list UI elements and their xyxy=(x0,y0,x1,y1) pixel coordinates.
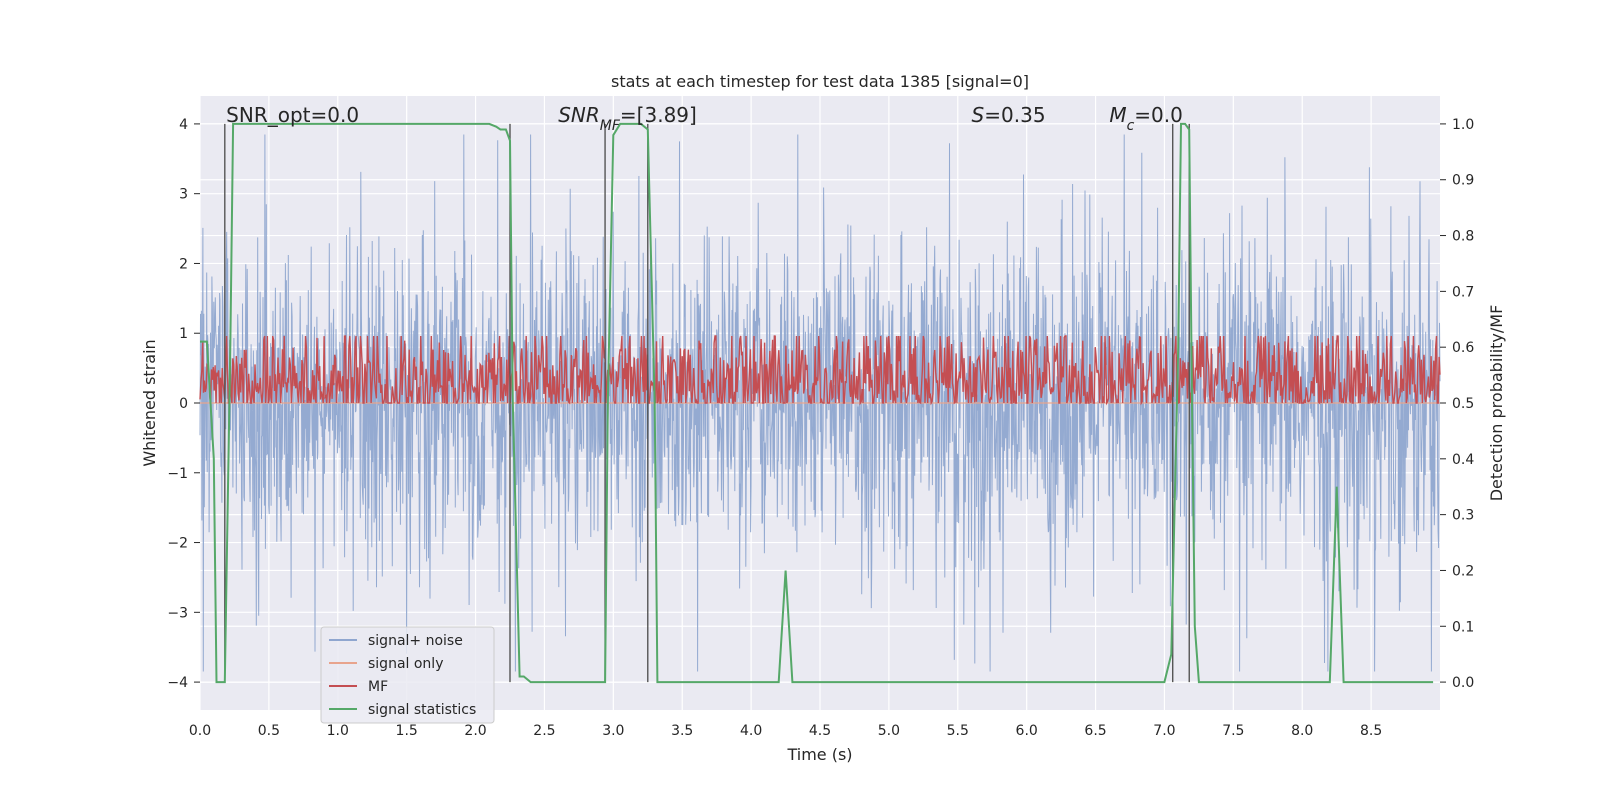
y-tick-label: 0 xyxy=(179,396,188,412)
x-tick-label: 1.0 xyxy=(327,723,349,739)
legend-entry: signal+ noise xyxy=(368,633,463,649)
annotation-part: S xyxy=(972,103,985,127)
annotation-part: MF xyxy=(600,118,621,134)
mf-line xyxy=(199,335,1441,406)
y-right-tick-label: 0.6 xyxy=(1452,340,1474,356)
y-right-tick-label: 0.3 xyxy=(1452,508,1474,524)
x-tick-label: 4.5 xyxy=(809,723,831,739)
annotation-part: SNR xyxy=(558,103,600,127)
x-tick-label: 7.0 xyxy=(1153,723,1175,739)
x-axis-ticks: 0.0 0.5 1.0 1.5 2.0 2.5 3.0 3.5 4.0 4.5 5.0 5.5 6.0 6… xyxy=(189,723,1382,739)
x-tick-label: 2.0 xyxy=(464,723,486,739)
x-tick-label: 8.5 xyxy=(1360,723,1382,739)
legend-entry: MF xyxy=(368,679,388,695)
y-right-axis-label: Detection probability/MF xyxy=(1487,305,1506,502)
mf-series xyxy=(199,335,1441,406)
x-tick-label: 1.5 xyxy=(396,723,418,739)
y-tick-label: 1 xyxy=(179,326,188,342)
x-tick-label: 0.0 xyxy=(189,723,211,739)
y-tick-label: −4 xyxy=(167,675,188,691)
legend: signal+ noise signal only MF signal statist… xyxy=(320,626,495,724)
annotation-part: =[3.89] xyxy=(620,103,697,127)
y-tick-label: −2 xyxy=(167,536,188,552)
annotation-part: =0.0 xyxy=(1134,103,1183,127)
legend-entry: signal only xyxy=(368,656,443,672)
y-right-tick-label: 0.7 xyxy=(1452,284,1474,300)
y-right-tick-label: 0.1 xyxy=(1452,619,1474,635)
y-axis-label: Whitened strain xyxy=(140,339,159,466)
x-tick-label: 5.0 xyxy=(878,723,900,739)
x-tick-label: 3.5 xyxy=(671,723,693,739)
y-right-tick-label: 0.0 xyxy=(1452,675,1474,691)
signal-statistics-series xyxy=(200,122,1434,684)
annotation-part: c xyxy=(1127,118,1135,134)
annotation-s: S=0.35 xyxy=(972,103,1046,127)
y-right-axis-ticks: 1.0 0.9 0.8 0.7 0.6 0.5 0.4 0.3 0.2 0.1 0.0 xyxy=(1440,117,1474,691)
x-tick-label: 7.5 xyxy=(1222,723,1244,739)
annotations: SNR_opt=0.0 SNRMF=[3.89] S=0.35 Mc=0.0 xyxy=(226,103,1183,134)
x-tick-label: 6.0 xyxy=(1016,723,1038,739)
annotation-snr-mf: SNRMF=[3.89] xyxy=(558,103,697,134)
y-tick-label: 3 xyxy=(179,187,188,203)
x-tick-label: 2.5 xyxy=(533,723,555,739)
y-tick-label: −3 xyxy=(167,605,188,621)
annotation-mc: Mc=0.0 xyxy=(1109,103,1183,134)
annotation-snr-opt: SNR_opt=0.0 xyxy=(226,103,359,127)
x-tick-label: 4.0 xyxy=(740,723,762,739)
y-axis-ticks: 4 3 2 1 0 −1 −2 −3 −4 xyxy=(167,117,200,691)
chart-title: stats at each timestep for test data 138… xyxy=(611,72,1029,91)
annotation-part: SNR_opt=0.0 xyxy=(226,103,359,127)
y-tick-label: −1 xyxy=(167,466,188,482)
annotation-part: =0.35 xyxy=(984,103,1045,127)
x-tick-label: 3.0 xyxy=(602,723,624,739)
x-tick-label: 8.0 xyxy=(1291,723,1313,739)
y-right-tick-label: 0.8 xyxy=(1452,229,1474,245)
y-tick-label: 4 xyxy=(179,117,188,133)
y-right-tick-label: 1.0 xyxy=(1452,117,1474,133)
y-tick-label: 2 xyxy=(179,256,188,272)
legend-entry: signal statistics xyxy=(368,702,476,718)
x-axis-label: Time (s) xyxy=(786,745,852,764)
x-tick-label: 0.5 xyxy=(258,723,280,739)
x-tick-label: 5.5 xyxy=(947,723,969,739)
x-tick-label: 6.5 xyxy=(1084,723,1106,739)
y-right-tick-label: 0.9 xyxy=(1452,173,1474,189)
y-right-tick-label: 0.5 xyxy=(1452,396,1474,412)
y-right-tick-label: 0.2 xyxy=(1452,563,1474,579)
legend-box xyxy=(320,626,495,724)
signal-statistics-line xyxy=(200,122,1434,684)
annotation-part: M xyxy=(1109,103,1126,127)
y-right-tick-label: 0.4 xyxy=(1452,452,1474,468)
